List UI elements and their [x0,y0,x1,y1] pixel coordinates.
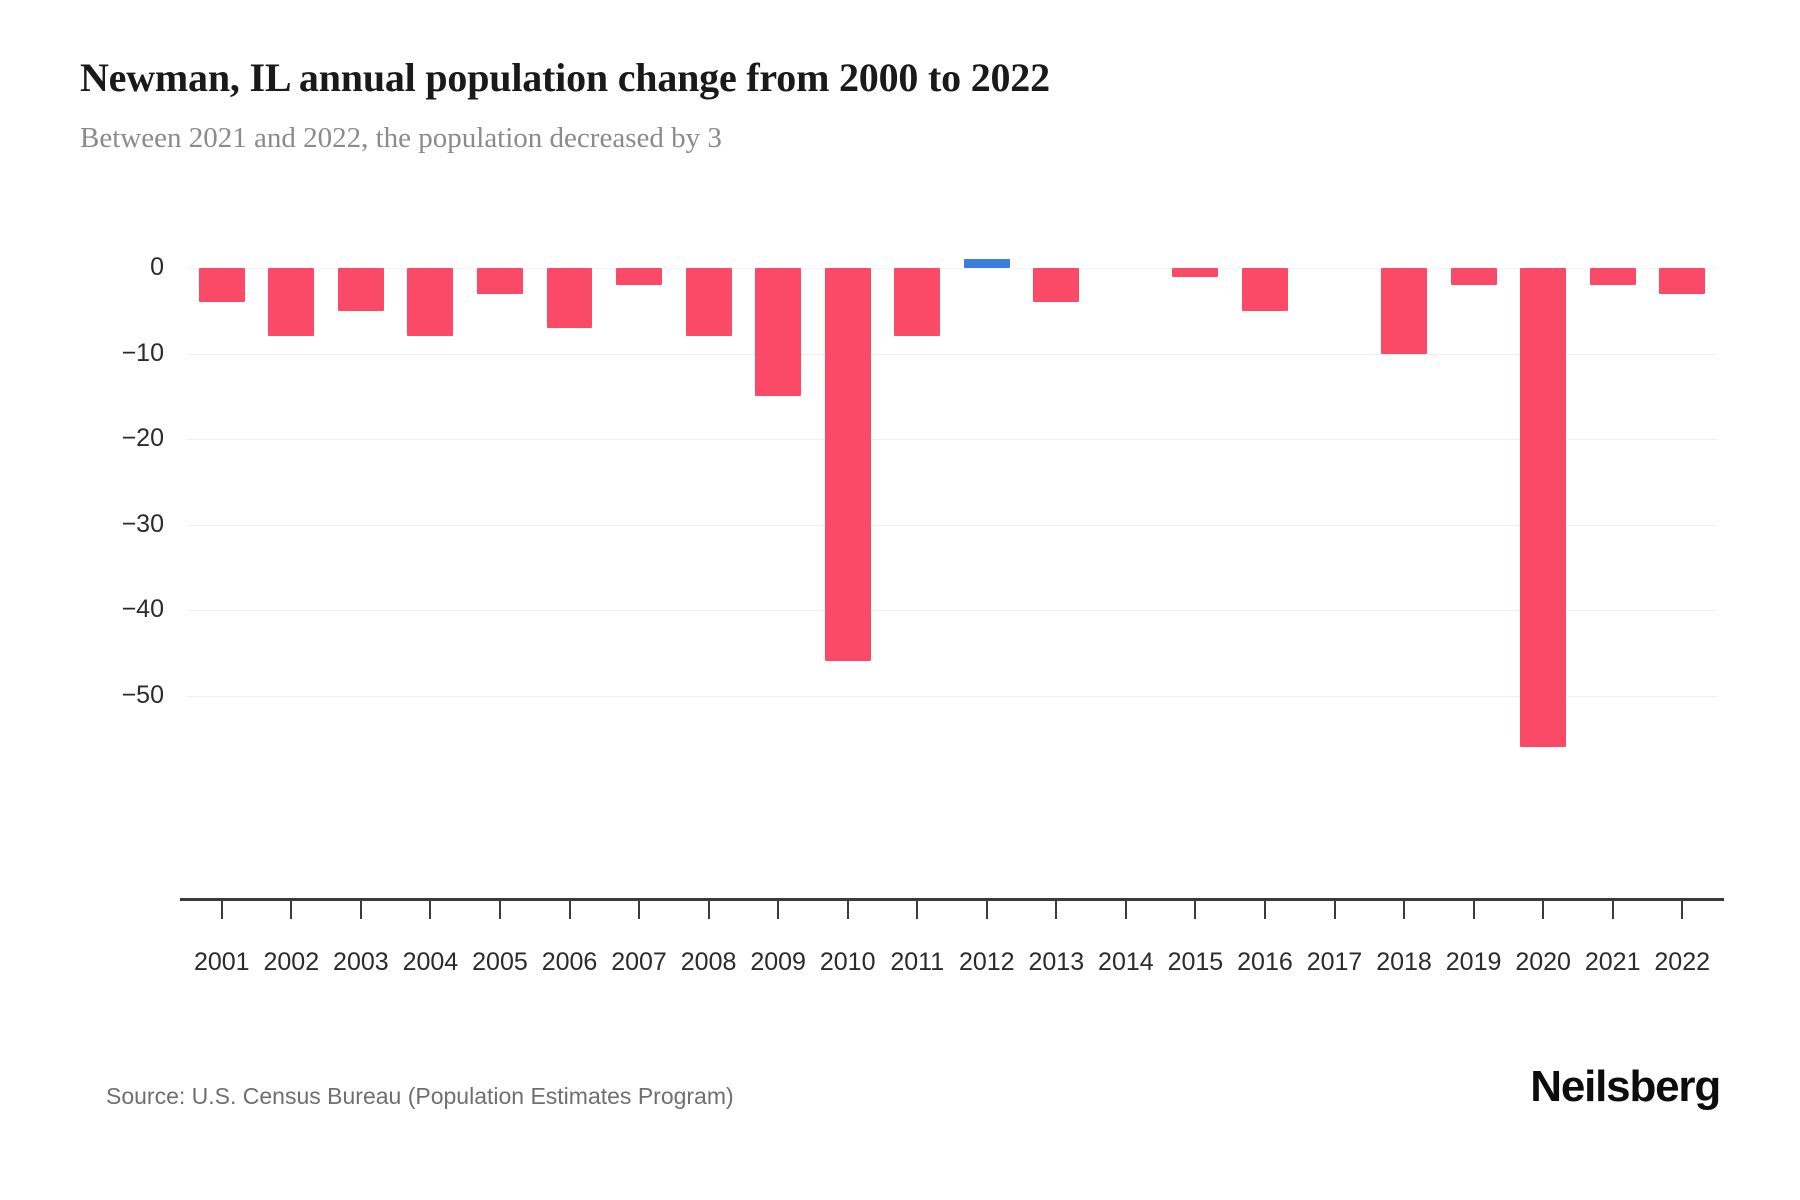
y-tick-label: −20 [121,424,164,452]
x-tick-2009 [777,901,780,919]
x-tick-label-2014: 2014 [1098,948,1154,976]
x-tick-label-2016: 2016 [1237,948,1293,976]
x-tick-label-2018: 2018 [1376,948,1432,976]
x-tick-2005 [498,901,501,919]
bar-2002[interactable] [268,268,315,337]
x-tick-label-2006: 2006 [541,948,598,976]
gridline-0 [187,268,1717,269]
gridline--20 [187,439,1717,440]
bar-2010[interactable] [824,268,871,662]
bar-2006[interactable] [546,268,593,328]
page-title: Newman, IL annual population change from… [80,55,1050,100]
bar-2016[interactable] [1242,268,1288,311]
x-tick-label-2019: 2019 [1445,948,1502,976]
bar-2022[interactable] [1659,268,1706,294]
gridline--40 [187,610,1717,611]
x-tick-label-2011: 2011 [890,948,945,976]
x-tick-label-2010: 2010 [819,948,876,976]
bar-2015[interactable] [1172,268,1219,277]
x-tick-2001 [220,901,223,919]
bar-2012[interactable] [963,259,1010,268]
gridline--50 [187,695,1717,697]
x-tick-label-2005: 2005 [472,948,528,976]
x-tick-2007 [638,901,641,919]
x-tick-2011 [916,901,919,919]
x-tick-label-2015: 2015 [1167,948,1224,976]
x-tick-2015 [1194,901,1197,919]
y-tick-label: 0 [150,253,164,281]
x-tick-2002 [290,901,293,919]
x-tick-label-2013: 2013 [1028,948,1085,976]
page-subtitle: Between 2021 and 2022, the population de… [80,122,722,154]
bar-2019[interactable] [1450,268,1497,286]
x-tick-label-2003: 2003 [333,948,389,976]
bar-2005[interactable] [477,268,523,294]
x-tick-2004 [429,901,432,919]
x-tick-label-2009: 2009 [750,948,806,976]
x-tick-label-2012: 2012 [958,948,1015,976]
bar-2020[interactable] [1520,268,1567,747]
x-tick-2022 [1681,901,1684,919]
source-note: Source: U.S. Census Bureau (Population E… [106,1083,734,1109]
bar-2003[interactable] [337,268,384,311]
gridline--10 [187,353,1717,355]
y-tick-label: −30 [121,509,164,538]
x-tick-2018 [1403,901,1406,919]
x-tick-2003 [359,901,362,919]
x-tick-2021 [1611,901,1614,919]
x-tick-label-2021: 2021 [1584,948,1641,976]
x-tick-label-2008: 2008 [680,948,737,976]
y-tick-label: −10 [121,338,164,367]
x-tick-2012 [985,901,988,919]
x-tick-label-2022: 2022 [1654,948,1711,976]
brand-logo: Neilsberg [1530,1062,1721,1111]
x-tick-2020 [1542,901,1545,919]
bar-2018[interactable] [1381,268,1427,354]
x-tick-label-2020: 2020 [1515,948,1571,976]
bar-2001[interactable] [198,268,245,303]
x-tick-2010 [846,901,849,919]
x-tick-label-2007: 2007 [611,948,667,976]
bar-2008[interactable] [685,268,732,337]
x-tick-2014 [1124,901,1127,919]
x-tick-2006 [568,901,571,919]
x-tick-label-2017: 2017 [1306,948,1363,976]
x-tick-2019 [1472,901,1475,919]
bar-2004[interactable] [407,268,454,337]
x-tick-2008 [707,901,710,919]
bar-2013[interactable] [1033,268,1080,303]
x-tick-label-2004: 2004 [402,948,459,976]
x-tick-2017 [1333,901,1336,919]
gridline--30 [187,524,1717,526]
bar-2009[interactable] [755,268,802,397]
bar-2021[interactable] [1589,268,1636,286]
x-tick-2013 [1055,901,1058,919]
y-tick-label: −50 [121,680,164,709]
x-tick-2016 [1263,901,1266,919]
bar-2011[interactable] [894,268,941,337]
y-tick-label: −40 [121,595,164,623]
x-axis-line [180,898,1724,901]
bar-2007[interactable] [616,268,662,286]
x-tick-label-2002: 2002 [263,948,320,976]
x-tick-label-2001: 2001 [193,948,250,976]
